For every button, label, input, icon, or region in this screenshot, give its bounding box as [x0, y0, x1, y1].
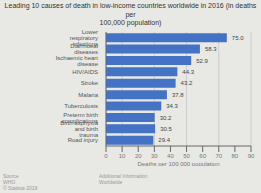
svg-text:Lowerrespiratoryinfections: Lowerrespiratoryinfections — [70, 30, 98, 47]
svg-text:30.2: 30.2 — [160, 114, 172, 120]
svg-text:Stroke: Stroke — [81, 80, 99, 86]
svg-text:HIV/AIDS: HIV/AIDS — [72, 69, 98, 75]
svg-text:Deaths per 100,000 population: Deaths per 100,000 population — [137, 161, 219, 166]
svg-text:43.2: 43.2 — [181, 80, 193, 86]
svg-text:20: 20 — [135, 153, 142, 159]
svg-text:29.4: 29.4 — [158, 137, 170, 143]
svg-text:90: 90 — [248, 153, 253, 159]
svg-text:44.3: 44.3 — [182, 68, 194, 74]
svg-text:Ischaemic heartdisease: Ischaemic heartdisease — [56, 54, 99, 66]
svg-text:Malaria: Malaria — [78, 91, 98, 97]
svg-text:0: 0 — [104, 153, 108, 159]
svg-text:Preterm birthcomplications: Preterm birthcomplications — [62, 111, 98, 123]
svg-text:10: 10 — [119, 153, 126, 159]
svg-text:70: 70 — [215, 153, 222, 159]
svg-text:Tuberculosis: Tuberculosis — [64, 103, 98, 109]
svg-text:60: 60 — [199, 153, 206, 159]
svg-text:50: 50 — [183, 153, 190, 159]
svg-text:30.5: 30.5 — [160, 125, 172, 131]
svg-text:52.9: 52.9 — [196, 57, 208, 63]
svg-text:75.0: 75.0 — [232, 34, 244, 40]
svg-text:34.3: 34.3 — [166, 103, 178, 109]
svg-text:80: 80 — [232, 153, 239, 159]
svg-text:Road injury: Road injury — [68, 137, 98, 143]
svg-text:40: 40 — [167, 153, 174, 159]
svg-text:58.3: 58.3 — [205, 46, 217, 52]
svg-text:30: 30 — [151, 153, 158, 159]
svg-text:37.8: 37.8 — [172, 91, 184, 97]
